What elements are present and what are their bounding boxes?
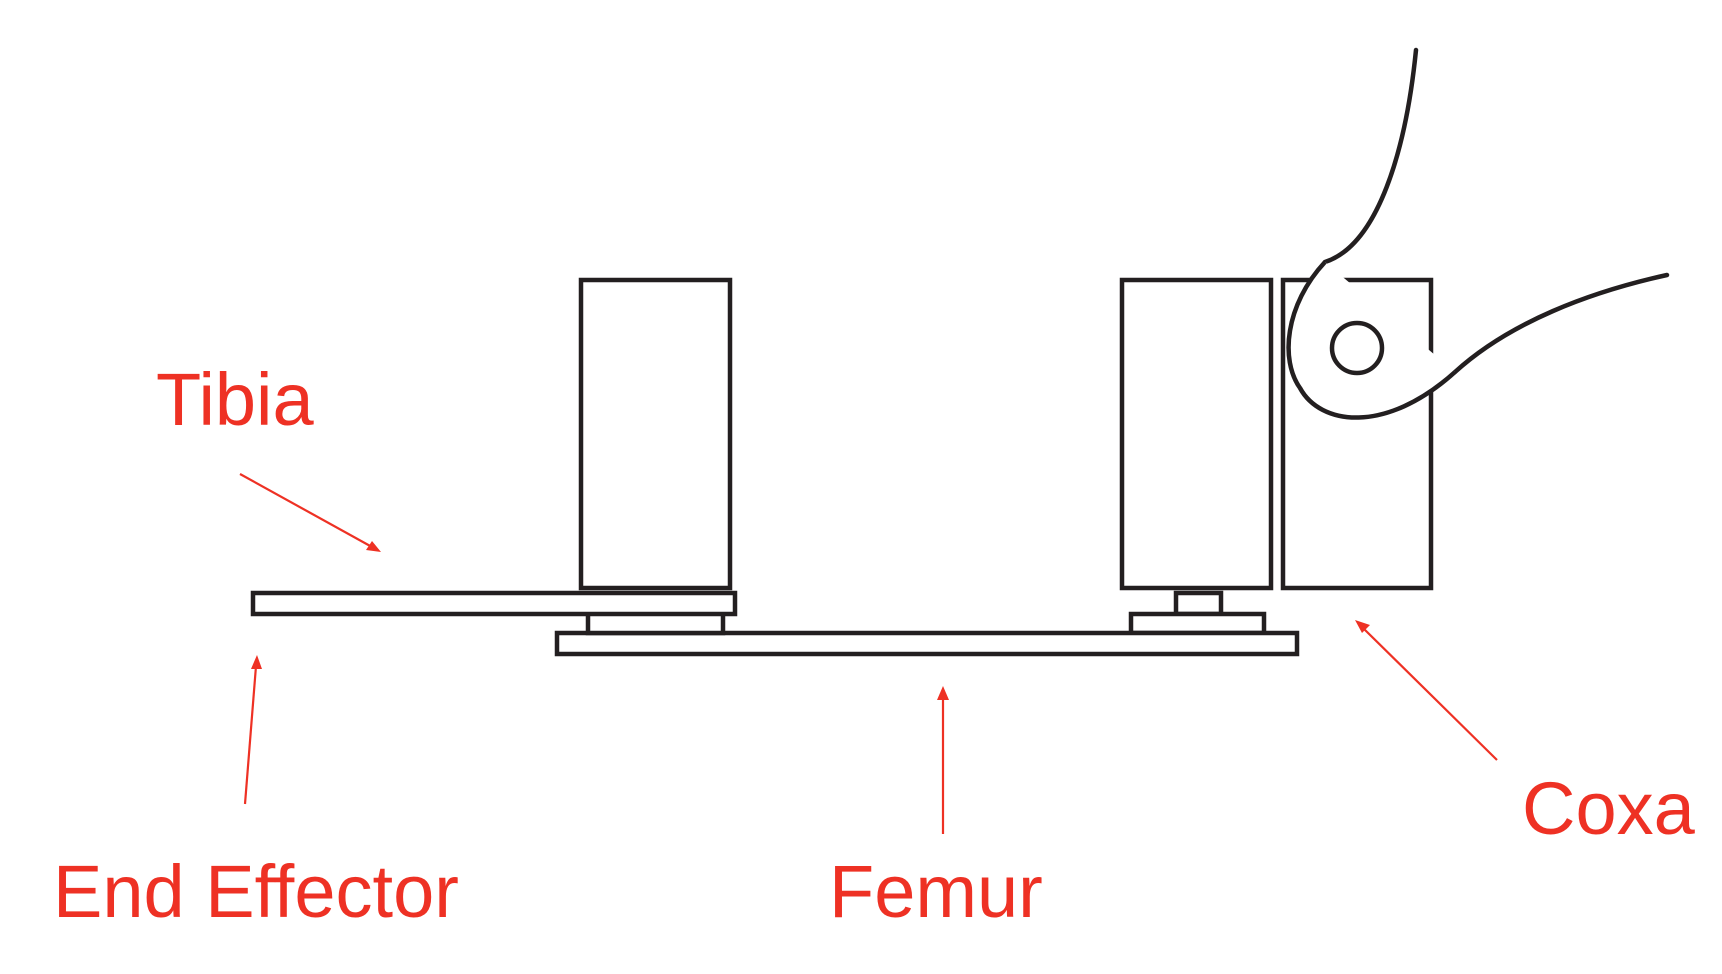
femur-servo-mount	[1128, 611, 1267, 636]
femur-servo-horn	[1173, 590, 1224, 617]
tibia-label: Tibia	[156, 358, 314, 441]
femur-servo	[1119, 277, 1274, 591]
end-effector-label: End Effector	[53, 850, 459, 933]
femur-link	[554, 630, 1300, 657]
coxa-label: Coxa	[1522, 767, 1696, 850]
femur-label: Femur	[829, 850, 1043, 933]
body-arm-lower	[1452, 272, 1670, 375]
femur-arrow	[937, 686, 949, 834]
end-effector-arrow	[243, 655, 262, 805]
tibia-arrow	[239, 473, 381, 552]
coxa-pivot-pin	[1329, 320, 1385, 376]
tibia-servo	[578, 277, 733, 591]
tibia-link	[250, 590, 738, 617]
coxa-arrow	[1355, 620, 1498, 761]
body-arm-upper	[1322, 47, 1419, 265]
